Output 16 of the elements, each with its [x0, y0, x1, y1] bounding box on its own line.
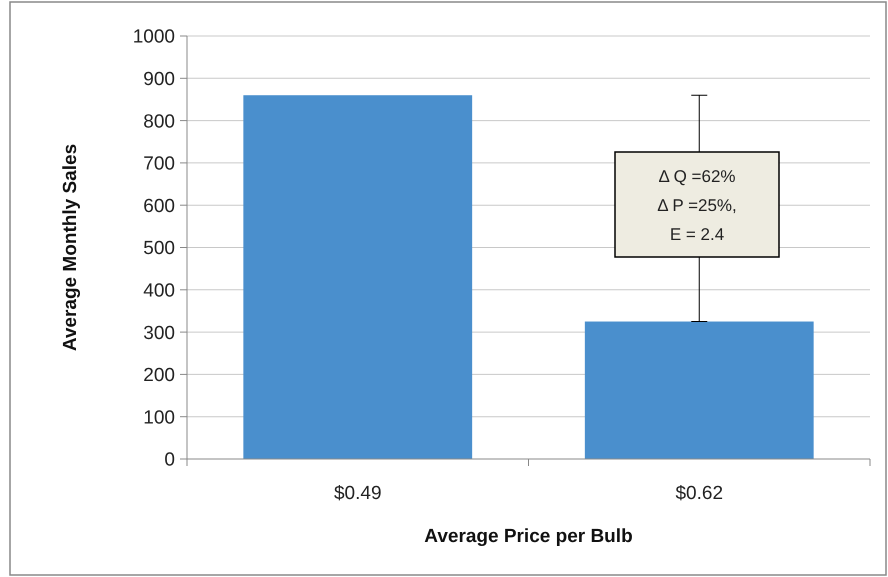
y-tick-label: 1000 [132, 26, 175, 48]
y-tick-label: 0 [164, 450, 175, 471]
y-tick-label: 900 [143, 68, 175, 90]
y-tick-label: 200 [143, 365, 175, 386]
y-tick-label: 500 [143, 238, 175, 260]
x-axis-title: Average Price per Bulb [424, 526, 633, 547]
y-tick-label: 800 [143, 111, 175, 132]
y-tick-label: 600 [143, 196, 175, 217]
y-tick-label: 700 [143, 154, 175, 175]
y-tick-label: 400 [143, 280, 175, 302]
x-tick-label: $0.62 [675, 483, 724, 504]
y-tick-label: 300 [143, 322, 175, 344]
annotation: Δ Q =62% Δ P =25%, E = 2.4 [657, 167, 737, 244]
y-axis-title: Average Monthly Sales [60, 144, 81, 352]
y-tick-label: 100 [143, 407, 175, 428]
x-tick-label: $0.49 [334, 483, 382, 504]
